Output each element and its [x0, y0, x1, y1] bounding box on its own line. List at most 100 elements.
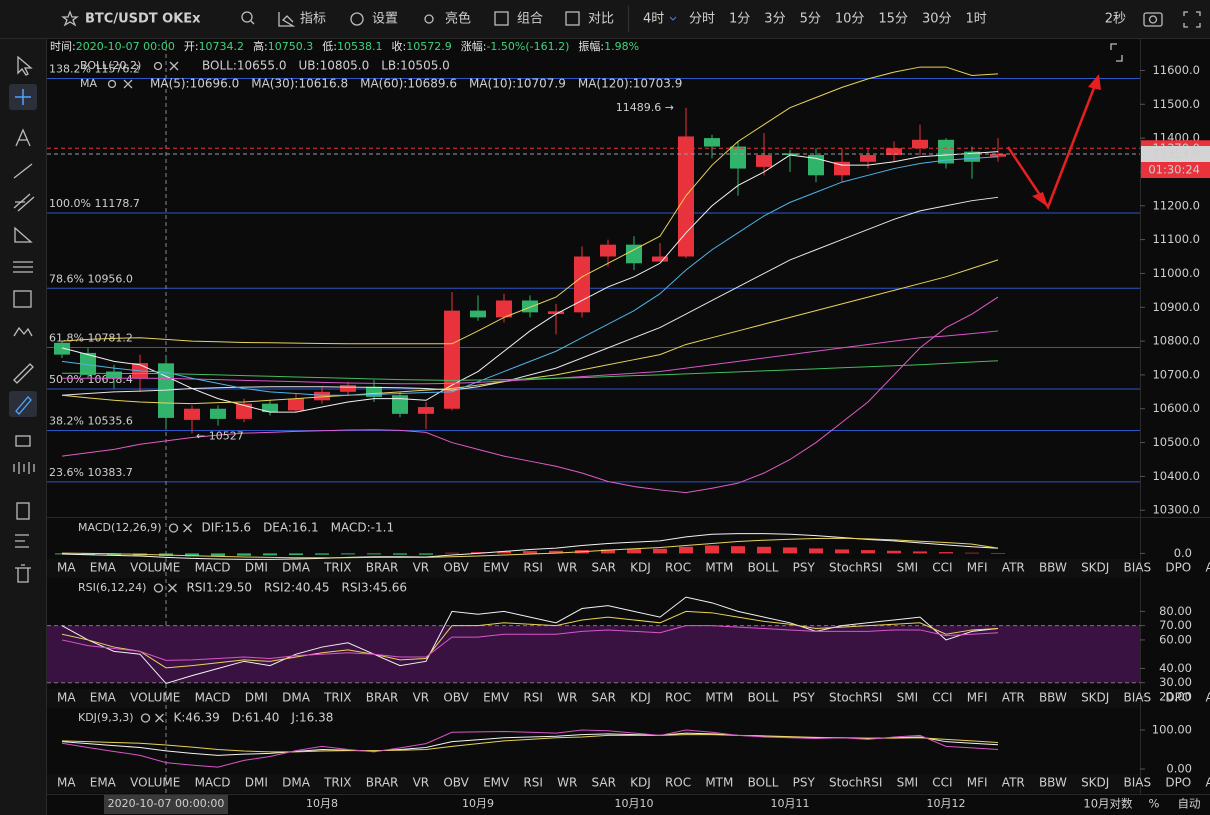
axis-option[interactable]: 10月对数: [1083, 797, 1133, 811]
indicator-visibility[interactable]: [153, 61, 163, 71]
channel-tool[interactable]: [13, 193, 35, 212]
indicator-tab[interactable]: SAR: [592, 776, 616, 790]
shape-tool[interactable]: [14, 226, 33, 243]
indicator-tab[interactable]: VR: [413, 561, 430, 575]
indicator-tab[interactable]: ROC: [665, 561, 691, 575]
indicator-tab[interactable]: BRAR: [366, 561, 399, 575]
measure-tool[interactable]: [13, 290, 32, 308]
indicator-tab[interactable]: DMI: [245, 776, 268, 790]
panel-remove[interactable]: [183, 523, 193, 533]
indicator-tab[interactable]: BIAS: [1124, 691, 1152, 705]
bars-tool[interactable]: [13, 462, 35, 474]
interval-option[interactable]: 30分: [922, 12, 952, 27]
indicator-tab[interactable]: OBV: [443, 561, 469, 575]
indicator-tab[interactable]: ATR: [1002, 561, 1025, 575]
panel-remove[interactable]: [167, 583, 177, 593]
trendline-tool[interactable]: [13, 163, 33, 179]
panel-title[interactable]: RSI(6,12,24): [78, 581, 146, 594]
indicator-tab[interactable]: MTM: [705, 691, 733, 705]
indicator-tab[interactable]: RSI: [523, 561, 543, 575]
indicator-tab[interactable]: EMA: [90, 776, 117, 790]
panel-settings[interactable]: [140, 713, 151, 723]
indicator-tab[interactable]: EMA: [90, 561, 117, 575]
refresh-rate[interactable]: 2秒: [1105, 12, 1126, 27]
indicator-name[interactable]: BOLL(20,2): [80, 59, 141, 72]
indicator-tab[interactable]: MA: [57, 776, 76, 790]
indicator-tab[interactable]: WR: [557, 691, 577, 705]
interval-option[interactable]: 15分: [878, 12, 908, 27]
indicator-tab[interactable]: KDJ: [630, 776, 651, 790]
indicator-tab[interactable]: DPO: [1165, 561, 1191, 575]
indicator-tab[interactable]: BIAS: [1124, 776, 1152, 790]
indicator-tab[interactable]: VOLUME: [130, 776, 180, 790]
indicator-tab[interactable]: DMI: [245, 561, 268, 575]
indicator-tab[interactable]: BIAS: [1124, 561, 1152, 575]
indicator-tab[interactable]: AO: [1205, 561, 1210, 575]
indicator-tab[interactable]: MFI: [967, 561, 988, 575]
interval-option[interactable]: 1时: [966, 12, 987, 27]
screenshot-icon[interactable]: [1143, 12, 1163, 27]
indicator-tab[interactable]: DMA: [282, 776, 311, 790]
indicator-tab[interactable]: CCI: [932, 691, 952, 705]
indicator-tab[interactable]: SMI: [897, 561, 919, 575]
interval-option[interactable]: 分时: [689, 12, 715, 27]
indicator-tab[interactable]: PSY: [793, 561, 816, 575]
ruler-tool[interactable]: [13, 363, 34, 384]
indicator-tab[interactable]: MFI: [967, 776, 988, 790]
indicator-tab[interactable]: StochRSI: [829, 561, 882, 575]
interval-active[interactable]: 4时: [643, 12, 664, 27]
indicator-remove[interactable]: [123, 79, 133, 89]
expand-chart-icon[interactable]: [1110, 43, 1123, 62]
indicator-tab[interactable]: AO: [1205, 776, 1210, 790]
indicator-tab[interactable]: EMV: [483, 691, 510, 705]
indicator-tab[interactable]: MFI: [967, 691, 988, 705]
settings-icon[interactable]: [350, 12, 364, 26]
compare-icon[interactable]: [565, 11, 580, 26]
indicator-tab[interactable]: DPO: [1165, 776, 1191, 790]
axis-option[interactable]: 自动: [1178, 797, 1201, 811]
indicator-tab[interactable]: DMI: [245, 691, 268, 705]
indicator-tab[interactable]: SKDJ: [1081, 561, 1109, 575]
indicator-tab[interactable]: KDJ: [630, 691, 651, 705]
indicator-tab[interactable]: BRAR: [366, 776, 399, 790]
search-icon[interactable]: [241, 11, 253, 23]
indicator-tab[interactable]: ATR: [1002, 691, 1025, 705]
indicator-tab[interactable]: StochRSI: [829, 691, 882, 705]
indicator-tab[interactable]: ROC: [665, 691, 691, 705]
indicator-tab[interactable]: DPO: [1165, 691, 1191, 705]
indicator-tab[interactable]: BBW: [1039, 691, 1067, 705]
theme-icon[interactable]: [424, 14, 434, 24]
indicator-name[interactable]: MA: [80, 77, 97, 90]
axis-option[interactable]: %: [1149, 797, 1160, 811]
panel-remove[interactable]: [155, 713, 164, 723]
indicator-tab[interactable]: VOLUME: [130, 561, 180, 575]
indicator-tab[interactable]: SAR: [592, 691, 616, 705]
indicator-tab[interactable]: CCI: [932, 776, 952, 790]
indicator-tab[interactable]: TRIX: [323, 691, 351, 705]
indicator-tab[interactable]: PSY: [793, 776, 816, 790]
indicator-tab[interactable]: MACD: [195, 561, 231, 575]
indicator-tab[interactable]: SMI: [897, 691, 919, 705]
indicator-tab[interactable]: MA: [57, 561, 76, 575]
indicator-tab[interactable]: TRIX: [323, 776, 351, 790]
indicator-tab[interactable]: EMV: [483, 776, 510, 790]
indicator-tab[interactable]: VR: [413, 691, 430, 705]
indicator-icon[interactable]: [278, 12, 296, 27]
indicator-tab[interactable]: BBW: [1039, 776, 1067, 790]
interval-option[interactable]: 1分: [729, 12, 750, 27]
indicator-tab[interactable]: ATR: [1002, 776, 1025, 790]
indicator-tab[interactable]: BOLL: [748, 691, 779, 705]
indicator-tab[interactable]: SMI: [897, 776, 919, 790]
symbol[interactable]: BTC/USDT OKEx: [85, 12, 201, 27]
indicator-tab[interactable]: AO: [1205, 691, 1210, 705]
delete-tool[interactable]: [15, 564, 31, 583]
menu-item[interactable]: 亮色: [445, 11, 471, 27]
fullscreen-icon[interactable]: [1183, 11, 1201, 28]
bookmark-tool[interactable]: [16, 502, 30, 520]
indicator-tab[interactable]: MA: [57, 691, 76, 705]
indicator-tab[interactable]: KDJ: [630, 561, 651, 575]
indicator-tab[interactable]: MTM: [705, 776, 733, 790]
indicator-tab[interactable]: MTM: [705, 561, 733, 575]
favorite-icon[interactable]: [61, 10, 79, 27]
indicator-tab[interactable]: MACD: [195, 691, 231, 705]
